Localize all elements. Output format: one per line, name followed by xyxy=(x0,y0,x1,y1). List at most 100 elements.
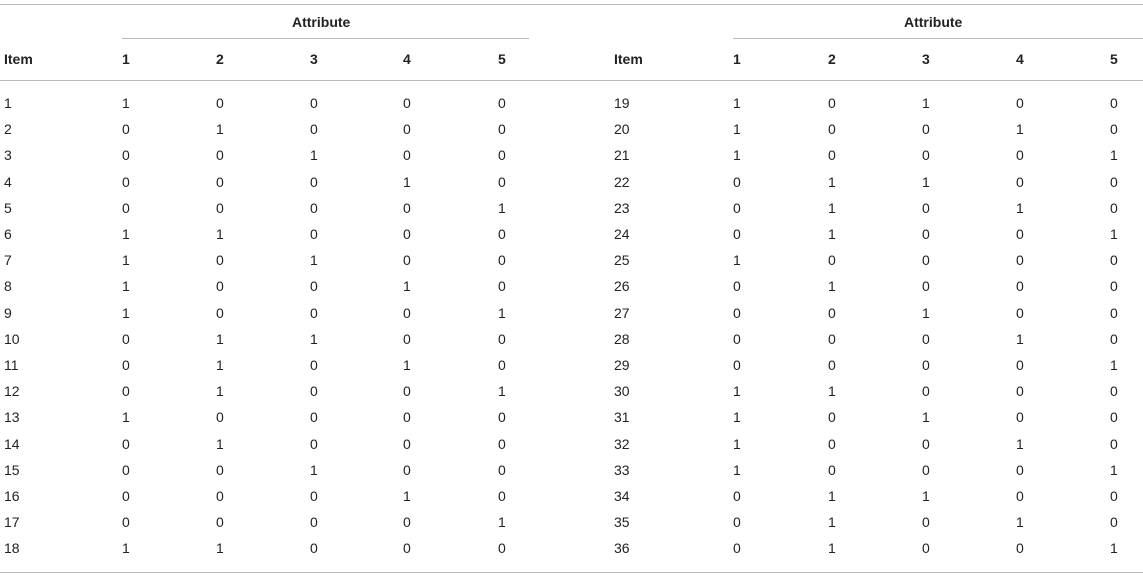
attribute-rule-left xyxy=(122,38,529,39)
item-number: 5 xyxy=(4,200,12,216)
attribute-value: 0 xyxy=(828,95,836,111)
attribute-value: 0 xyxy=(922,331,930,347)
attribute-value: 0 xyxy=(922,357,930,373)
attribute-value: 0 xyxy=(403,383,411,399)
attribute-value: 1 xyxy=(733,147,741,163)
attribute-value: 1 xyxy=(828,200,836,216)
top-rule xyxy=(0,4,1143,5)
attribute-value: 0 xyxy=(922,278,930,294)
item-number: 26 xyxy=(614,278,630,294)
attribute-value: 1 xyxy=(498,200,506,216)
attribute-value: 0 xyxy=(498,436,506,452)
attribute-value: 0 xyxy=(498,174,506,190)
attribute-value: 1 xyxy=(403,488,411,504)
item-header-right: Item xyxy=(614,51,643,67)
item-number: 9 xyxy=(4,305,12,321)
attribute-value: 0 xyxy=(498,278,506,294)
attribute-value: 0 xyxy=(1110,252,1118,268)
item-number: 7 xyxy=(4,252,12,268)
item-number: 19 xyxy=(614,95,630,111)
attribute-value: 0 xyxy=(922,252,930,268)
attribute-value: 0 xyxy=(1016,278,1024,294)
attribute-value: 0 xyxy=(1110,278,1118,294)
attribute-value: 0 xyxy=(1110,488,1118,504)
attribute-value: 0 xyxy=(498,226,506,242)
attribute-column-header-left-4: 4 xyxy=(403,51,411,67)
attribute-value: 0 xyxy=(733,331,741,347)
attribute-value: 1 xyxy=(922,95,930,111)
item-number: 29 xyxy=(614,357,630,373)
attribute-value: 0 xyxy=(498,409,506,425)
item-number: 22 xyxy=(614,174,630,190)
attribute-value: 0 xyxy=(403,540,411,556)
attribute-value: 1 xyxy=(1016,200,1024,216)
attribute-value: 0 xyxy=(828,121,836,137)
attribute-rule-right xyxy=(733,38,1143,39)
attribute-value: 0 xyxy=(1016,383,1024,399)
attribute-column-header-right-5: 5 xyxy=(1110,51,1118,67)
item-number: 10 xyxy=(4,331,20,347)
attribute-value: 1 xyxy=(922,174,930,190)
item-number: 18 xyxy=(4,540,20,556)
attribute-value: 0 xyxy=(216,147,224,163)
attribute-value: 0 xyxy=(122,121,130,137)
attribute-value: 0 xyxy=(828,252,836,268)
attribute-value: 0 xyxy=(1110,436,1118,452)
attribute-value: 0 xyxy=(403,121,411,137)
item-number: 28 xyxy=(614,331,630,347)
attribute-value: 1 xyxy=(216,357,224,373)
attribute-header-left: Attribute xyxy=(292,14,351,30)
attribute-value: 1 xyxy=(828,540,836,556)
attribute-value: 0 xyxy=(216,200,224,216)
attribute-value: 0 xyxy=(122,200,130,216)
attribute-value: 1 xyxy=(310,147,318,163)
item-number: 33 xyxy=(614,462,630,478)
attribute-value: 0 xyxy=(733,540,741,556)
attribute-value: 0 xyxy=(1016,357,1024,373)
attribute-value: 0 xyxy=(828,305,836,321)
attribute-value: 0 xyxy=(922,514,930,530)
attribute-column-header-left-3: 3 xyxy=(310,51,318,67)
attribute-value: 0 xyxy=(1110,121,1118,137)
attribute-value: 0 xyxy=(1016,95,1024,111)
attribute-value: 0 xyxy=(122,488,130,504)
attribute-value: 1 xyxy=(733,121,741,137)
attribute-value: 1 xyxy=(733,409,741,425)
attribute-value: 0 xyxy=(498,488,506,504)
attribute-value: 1 xyxy=(1110,147,1118,163)
attribute-value: 1 xyxy=(122,278,130,294)
attribute-value: 1 xyxy=(1110,357,1118,373)
attribute-value: 0 xyxy=(122,383,130,399)
attribute-value: 0 xyxy=(1110,174,1118,190)
attribute-value: 0 xyxy=(310,514,318,530)
attribute-value: 1 xyxy=(122,95,130,111)
item-number: 23 xyxy=(614,200,630,216)
item-header-left: Item xyxy=(4,51,33,67)
attribute-value: 0 xyxy=(1016,305,1024,321)
attribute-value: 0 xyxy=(310,121,318,137)
attribute-value: 0 xyxy=(122,174,130,190)
attribute-value: 0 xyxy=(498,540,506,556)
attribute-value: 0 xyxy=(1016,488,1024,504)
attribute-value: 0 xyxy=(216,409,224,425)
attribute-value: 1 xyxy=(498,514,506,530)
attribute-value: 0 xyxy=(733,226,741,242)
attribute-value: 0 xyxy=(1016,226,1024,242)
attribute-value: 1 xyxy=(1016,331,1024,347)
item-number: 15 xyxy=(4,462,20,478)
attribute-column-header-right-4: 4 xyxy=(1016,51,1024,67)
attribute-value: 1 xyxy=(733,383,741,399)
item-number: 4 xyxy=(4,174,12,190)
attribute-value: 0 xyxy=(1110,95,1118,111)
attribute-value: 0 xyxy=(216,174,224,190)
attribute-value: 1 xyxy=(122,409,130,425)
attribute-value: 0 xyxy=(828,147,836,163)
item-number: 1 xyxy=(4,95,12,111)
attribute-value: 0 xyxy=(828,357,836,373)
attribute-value: 0 xyxy=(122,514,130,530)
attribute-value: 1 xyxy=(1110,226,1118,242)
attribute-value: 1 xyxy=(922,409,930,425)
attribute-value: 1 xyxy=(828,488,836,504)
attribute-value: 0 xyxy=(828,436,836,452)
attribute-value: 0 xyxy=(310,409,318,425)
